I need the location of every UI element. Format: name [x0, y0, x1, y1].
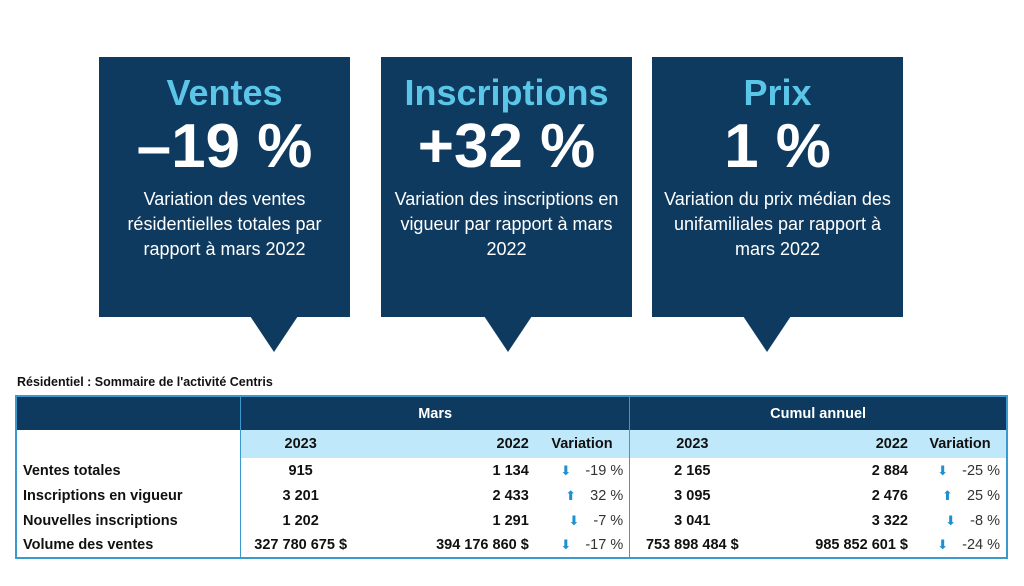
group-header-mars: Mars: [240, 396, 630, 430]
summary-table: Mars Cumul annuel 2023 2022 Variation 20…: [15, 395, 1008, 559]
cell-mars-2022: 1 291: [492, 512, 529, 529]
row-label: Nouvelles inscriptions: [23, 512, 178, 529]
callout-pointer: [484, 316, 532, 352]
cell-mars-2023: 3 201: [240, 483, 361, 508]
cell-cumul-2023: 753 898 484 $: [629, 533, 755, 558]
col-header: Variation: [929, 436, 991, 452]
table-caption: Résidentiel : Sommaire de l'activité Cen…: [17, 375, 273, 389]
empty-header: [16, 396, 241, 430]
cell-cumul-variation: -24 %: [962, 537, 1000, 553]
arrow-down-icon: ⬇: [945, 512, 957, 528]
cell-mars-2022: 2 433: [492, 487, 529, 504]
cell-mars-variation: -17 %: [585, 537, 624, 553]
callout-pointer: [743, 316, 791, 352]
card-value: +32 %: [417, 112, 596, 181]
col-header: 2023: [240, 430, 361, 458]
cell-cumul-variation: -8 %: [970, 512, 1000, 529]
row-label: Ventes totales: [23, 462, 121, 479]
arrow-down-icon: ⬇: [560, 537, 572, 552]
table-row: Inscriptions en vigueur 3 201 2 433 ⬆ 32 …: [16, 483, 1007, 508]
card-prix: Prix 1 % Variation du prix médian des un…: [652, 57, 903, 352]
cell-cumul-2023: 2 165: [629, 458, 755, 483]
cell-cumul-2022: 2 476: [871, 487, 908, 504]
card-value: 1 %: [724, 112, 831, 181]
group-header-cumul: Cumul annuel: [629, 396, 1007, 430]
card-description: Variation du prix médian des unifamilial…: [664, 189, 891, 259]
arrow-down-icon: ⬇: [937, 537, 949, 552]
table-row: Ventes totales 915 1 134 ⬇ -19 % 2 165 2 …: [16, 458, 1007, 483]
card-title: Inscriptions: [404, 72, 609, 113]
cell-cumul-2022: 3 322: [871, 512, 908, 529]
table-row: Volume des ventes 327 780 675 $ 394 176 …: [16, 533, 1007, 558]
arrow-up-icon: ⬆: [565, 487, 577, 503]
arrow-up-icon: ⬆: [942, 487, 953, 503]
arrow-down-icon: ⬇: [937, 462, 949, 478]
cell-mars-2023: 915: [240, 458, 361, 483]
col-header: 2023: [629, 430, 755, 458]
callout-pointer: [250, 316, 298, 352]
cell-mars-2023: 327 780 675 $: [240, 533, 361, 558]
row-label: Inscriptions en vigueur: [23, 487, 183, 504]
row-label: Volume des ventes: [23, 537, 154, 553]
cell-mars-2022: 394 176 860 $: [436, 537, 529, 553]
cell-cumul-variation: -25 %: [962, 462, 1000, 479]
col-header: 2022: [496, 436, 529, 452]
card-title: Prix: [743, 72, 812, 113]
cell-cumul-2022: 985 852 601 $: [815, 537, 908, 553]
cell-cumul-variation: 25 %: [966, 487, 1000, 504]
arrow-down-icon: ⬇: [568, 512, 580, 528]
cell-mars-2023: 1 202: [240, 508, 361, 533]
col-header: 2022: [875, 436, 908, 452]
card-value: –19 %: [136, 112, 313, 181]
cell-mars-variation: -19 %: [585, 462, 624, 479]
cell-cumul-2023: 3 041: [629, 508, 755, 533]
arrow-down-icon: ⬇: [560, 462, 572, 478]
cell-mars-2022: 1 134: [492, 462, 529, 479]
card-description: Variation des inscriptions en vigueur pa…: [394, 189, 619, 259]
card-description: Variation des ventes résidentielles tota…: [127, 189, 322, 259]
card-inscriptions: Inscriptions +32 % Variation des inscrip…: [381, 57, 632, 352]
cell-cumul-2022: 2 884: [871, 462, 908, 479]
table-row: Nouvelles inscriptions 1 202 1 291 ⬇ -7 %…: [16, 508, 1007, 533]
col-header: Variation: [551, 436, 613, 452]
cell-mars-variation: -7 %: [593, 512, 624, 529]
card-ventes: Ventes –19 % Variation des ventes réside…: [99, 57, 350, 352]
card-title: Ventes: [166, 72, 283, 113]
cell-cumul-2023: 3 095: [629, 483, 755, 508]
cell-mars-variation: 32 %: [590, 487, 624, 504]
